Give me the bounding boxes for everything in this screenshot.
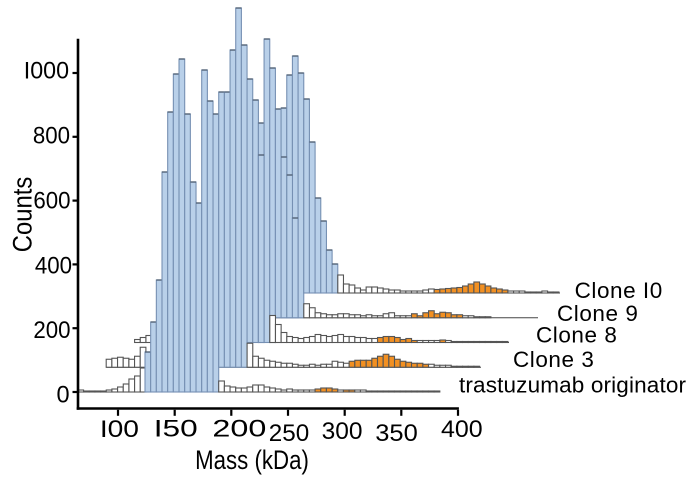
- svg-text:Mass (kDa): Mass (kDa): [195, 446, 309, 475]
- svg-text:Clone I0: Clone I0: [575, 278, 663, 303]
- svg-text:250: 250: [269, 420, 309, 447]
- svg-text:350: 350: [375, 419, 417, 446]
- svg-text:Clone 3: Clone 3: [513, 347, 594, 372]
- svg-text:800: 800: [33, 122, 70, 149]
- svg-text:400: 400: [441, 416, 483, 443]
- svg-text:Clone 8: Clone 8: [536, 322, 617, 347]
- svg-text:I50: I50: [154, 414, 198, 442]
- svg-text:trastuzumab originator: trastuzumab originator: [459, 372, 687, 397]
- svg-text:Clone 9: Clone 9: [557, 301, 638, 326]
- svg-text:Counts: Counts: [8, 177, 37, 253]
- svg-text:200: 200: [33, 316, 70, 343]
- svg-text:I00: I00: [100, 415, 139, 443]
- svg-text:300: 300: [322, 418, 363, 445]
- svg-text:400: 400: [35, 252, 72, 279]
- svg-text:200: 200: [212, 415, 266, 442]
- svg-text:I000: I000: [24, 57, 69, 85]
- svg-text:0: 0: [57, 381, 70, 409]
- svg-text:600: 600: [33, 187, 70, 214]
